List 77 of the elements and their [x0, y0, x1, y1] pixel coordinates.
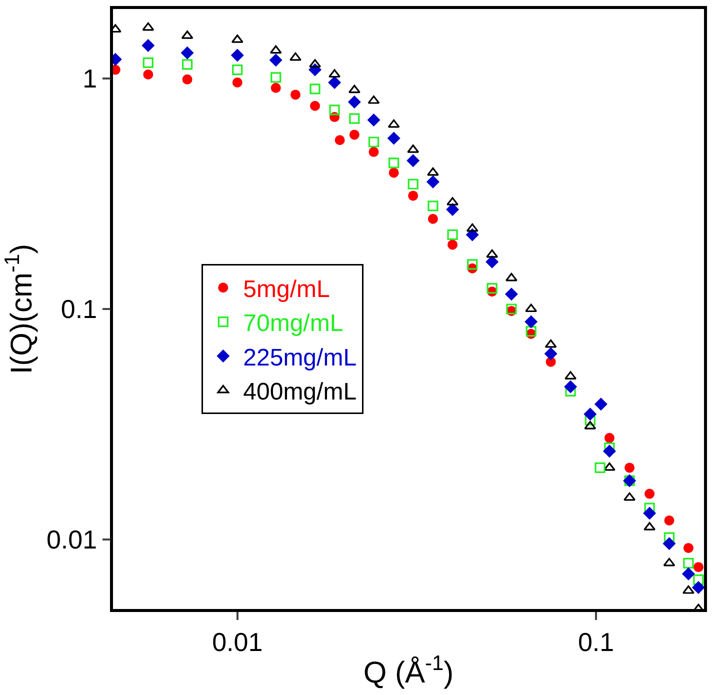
point [643, 506, 656, 520]
point [348, 96, 361, 109]
point [544, 339, 557, 348]
point [447, 229, 458, 240]
legend-label: 400mg/mL [243, 378, 357, 406]
point [348, 84, 360, 94]
point [602, 444, 616, 458]
point [486, 282, 498, 294]
point [368, 136, 380, 148]
point [504, 288, 518, 301]
point [663, 558, 676, 566]
x-axis-title: Q (Å$^{-1}$) [363, 652, 454, 690]
point [349, 130, 360, 140]
point [505, 272, 518, 282]
point [426, 167, 439, 176]
y-tick-label: 0.1 [60, 294, 98, 324]
point [466, 223, 478, 232]
point [525, 304, 538, 312]
point [506, 304, 517, 314]
point [269, 54, 282, 67]
point [406, 154, 420, 168]
point [683, 558, 694, 568]
point [644, 502, 655, 514]
point [388, 158, 400, 168]
point [486, 249, 498, 258]
point [644, 488, 655, 499]
point [408, 178, 418, 190]
point [584, 408, 597, 421]
point [446, 203, 460, 216]
point [349, 113, 360, 124]
point [368, 95, 380, 104]
legend-label: 5mg/mL [243, 276, 330, 303]
point [328, 69, 341, 78]
point [388, 168, 399, 178]
point [604, 432, 614, 443]
point [387, 132, 400, 145]
point [682, 585, 694, 594]
point [368, 146, 379, 157]
point [664, 516, 674, 526]
point [448, 240, 458, 250]
point [426, 175, 440, 188]
point [564, 380, 578, 394]
point [664, 532, 675, 543]
point [270, 82, 281, 93]
point [388, 119, 400, 128]
point [408, 190, 418, 201]
point [289, 52, 302, 61]
point [309, 59, 321, 68]
point [310, 100, 320, 111]
point [624, 492, 636, 501]
point [310, 84, 320, 94]
point [584, 420, 596, 430]
y-tick-label: 0.01 [46, 524, 98, 555]
point [270, 45, 282, 54]
point [367, 114, 380, 127]
point [682, 567, 695, 580]
point [584, 414, 596, 426]
legend-label: 70mg/mL [243, 310, 344, 338]
point [603, 462, 616, 471]
point [467, 259, 478, 270]
point [662, 537, 676, 550]
point [466, 228, 479, 242]
point [428, 200, 438, 212]
point [524, 315, 538, 328]
point [270, 72, 282, 83]
point [329, 104, 340, 116]
point [428, 214, 438, 224]
point [328, 76, 342, 89]
point [624, 462, 635, 473]
point [544, 347, 558, 360]
point [486, 255, 499, 268]
point [290, 90, 300, 100]
point [604, 442, 615, 454]
point [683, 542, 694, 553]
y-tick-label: 1 [82, 64, 98, 94]
legend-label: 225mg/mL [243, 344, 357, 372]
point [526, 326, 536, 337]
